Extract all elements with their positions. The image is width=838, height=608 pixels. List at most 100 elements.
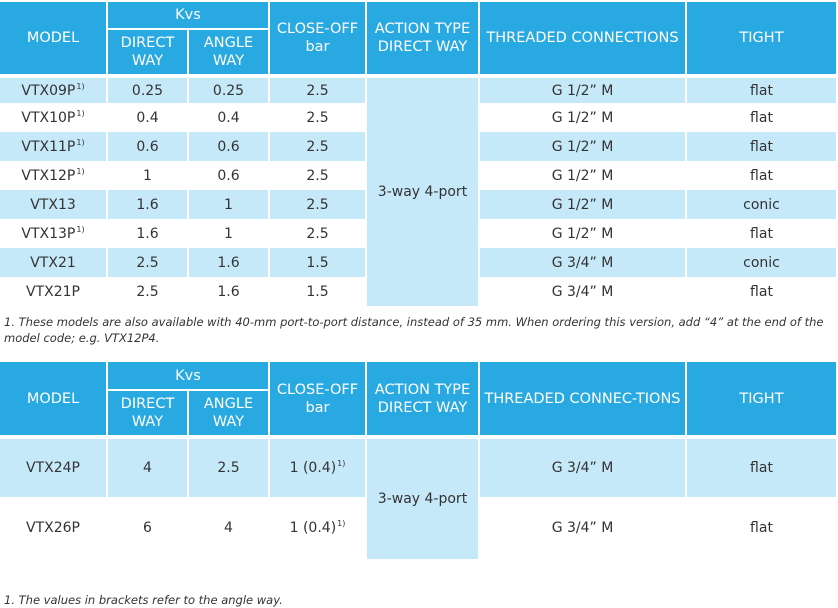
header-angle-way: ANGLE WAY: [189, 391, 270, 435]
kvs-angle-cell: 1: [189, 219, 270, 248]
model-cell: VTX13: [0, 190, 108, 219]
close-off-value: 1 (0.4): [289, 460, 337, 476]
close-off-cell: 2.5: [270, 219, 367, 248]
close-off-value: 2.5: [306, 225, 329, 242]
close-off-value: 1 (0.4): [289, 520, 337, 536]
kvs-angle-cell: 1.6: [189, 248, 270, 277]
threaded-connection-cell: G 3/4” M: [480, 248, 687, 277]
kvs-direct-cell: 2.5: [108, 248, 189, 277]
model-name: VTX11P: [21, 138, 76, 155]
model-cell: VTX21P: [0, 277, 108, 306]
model-name: VTX10P: [21, 109, 76, 126]
close-off-cell: 2.5: [270, 190, 367, 219]
kvs-direct-cell: 6: [108, 497, 189, 559]
close-off-cell: 1.5: [270, 248, 367, 277]
header-angle-way: ANGLE WAY: [189, 30, 270, 74]
model-name: VTX26P: [26, 520, 80, 536]
footnote-marker: 1): [337, 459, 346, 468]
kvs-angle-cell: 0.6: [189, 161, 270, 190]
model-name: VTX12P: [21, 167, 76, 184]
header-model: MODEL: [0, 362, 108, 435]
footnote-marker: 1): [76, 166, 85, 176]
model-cell: VTX09P1): [0, 74, 108, 103]
model-cell: VTX21: [0, 248, 108, 277]
model-cell: VTX26P: [0, 497, 108, 559]
threaded-connection-cell: G 1/2” M: [480, 132, 687, 161]
table2-footnote: 1. The values in brackets refer to the a…: [4, 593, 283, 607]
threaded-connection-cell: G 1/2” M: [480, 190, 687, 219]
tight-cell: flat: [687, 277, 836, 306]
close-off-cell: 1 (0.4)1): [270, 435, 367, 497]
model-cell: VTX13P1): [0, 219, 108, 248]
tight-cell: conic: [687, 190, 836, 219]
footnote-marker: 1): [76, 137, 85, 147]
tight-cell: flat: [687, 219, 836, 248]
kvs-angle-cell: 1.6: [189, 277, 270, 306]
model-cell: VTX10P1): [0, 103, 108, 132]
close-off-cell: 2.5: [270, 132, 367, 161]
model-name: VTX21P: [26, 283, 80, 300]
footnote-marker: 1): [76, 224, 85, 234]
close-off-value: 2.5: [306, 82, 329, 99]
tight-cell: flat: [687, 103, 836, 132]
header-direct-way: DIRECT WAY: [108, 30, 189, 74]
footnote-marker: 1): [76, 108, 85, 118]
kvs-direct-cell: 4: [108, 435, 189, 497]
table1-footnote: 1. These models are also available with …: [4, 315, 824, 345]
footnote-marker: 1): [76, 81, 85, 91]
valve-table-1: MODEL Kvs CLOSE-OFF bar ACTION TYPE DIRE…: [0, 2, 836, 306]
kvs-direct-cell: 1: [108, 161, 189, 190]
footnote-marker: 1): [337, 519, 346, 528]
header-model: MODEL: [0, 2, 108, 74]
close-off-value: 2.5: [306, 167, 329, 184]
model-name: VTX09P: [21, 82, 76, 99]
kvs-direct-cell: 0.4: [108, 103, 189, 132]
kvs-direct-cell: 0.6: [108, 132, 189, 161]
close-off-cell: 2.5: [270, 103, 367, 132]
kvs-angle-cell: 4: [189, 497, 270, 559]
model-name: VTX21: [30, 254, 76, 271]
close-off-cell: 2.5: [270, 74, 367, 103]
header-threaded-connections: THREADED CONNECTIONS: [480, 2, 687, 74]
close-off-cell: 1 (0.4)1): [270, 497, 367, 559]
close-off-value: 1.5: [306, 283, 329, 300]
header-direct-way: DIRECT WAY: [108, 391, 189, 435]
model-name: VTX13P: [21, 225, 76, 242]
kvs-angle-cell: 0.25: [189, 74, 270, 103]
valve-table-2: MODEL Kvs CLOSE-OFF bar ACTION TYPE DIRE…: [0, 362, 836, 559]
header-tight: TIGHT: [687, 362, 836, 435]
kvs-angle-cell: 0.4: [189, 103, 270, 132]
threaded-connection-cell: G 1/2” M: [480, 161, 687, 190]
model-cell: VTX24P: [0, 435, 108, 497]
tight-cell: flat: [687, 132, 836, 161]
kvs-angle-cell: 0.6: [189, 132, 270, 161]
tight-cell: flat: [687, 435, 836, 497]
tight-cell: conic: [687, 248, 836, 277]
threaded-connection-cell: G 1/2” M: [480, 74, 687, 103]
model-name: VTX13: [30, 196, 76, 213]
kvs-direct-cell: 1.6: [108, 219, 189, 248]
threaded-connection-cell: G 3/4” M: [480, 435, 687, 497]
kvs-angle-cell: 2.5: [189, 435, 270, 497]
close-off-value: 2.5: [306, 109, 329, 126]
kvs-angle-cell: 1: [189, 190, 270, 219]
header-close-off: CLOSE-OFF bar: [270, 362, 367, 435]
model-name: VTX24P: [26, 460, 80, 476]
threaded-connection-cell: G 1/2” M: [480, 103, 687, 132]
model-cell: VTX11P1): [0, 132, 108, 161]
header-threaded-connections: THREADED CONNEC-TIONS: [480, 362, 687, 435]
action-type-cell: 3-way 4-port: [367, 74, 480, 306]
header-close-off: CLOSE-OFF bar: [270, 2, 367, 74]
close-off-cell: 1.5: [270, 277, 367, 306]
tight-cell: flat: [687, 161, 836, 190]
threaded-connection-cell: G 3/4” M: [480, 497, 687, 559]
